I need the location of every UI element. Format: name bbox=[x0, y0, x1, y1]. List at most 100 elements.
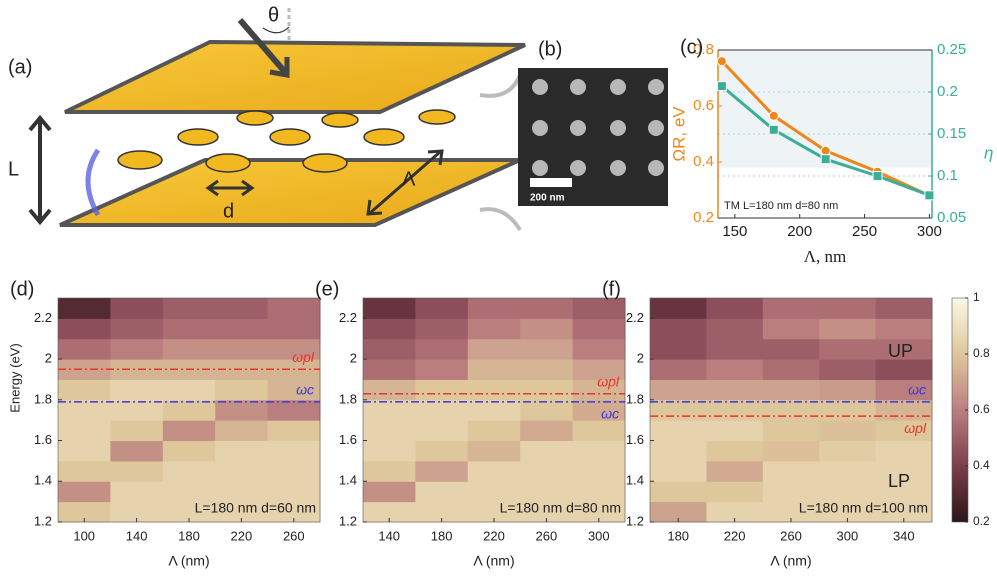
heatmap-cell bbox=[467, 338, 521, 360]
heatmap-cell bbox=[215, 298, 269, 319]
heatmap-cell bbox=[110, 420, 164, 442]
heatmap-cell bbox=[572, 338, 626, 360]
heatmap-cell bbox=[762, 338, 820, 360]
heatmap-cell bbox=[875, 359, 933, 380]
heatmap-cell bbox=[762, 460, 820, 482]
heatmap-cell bbox=[762, 379, 820, 401]
heatmap-cell bbox=[572, 359, 626, 380]
reference-line-label: ωpl bbox=[597, 373, 620, 389]
heatmap-cell bbox=[110, 338, 164, 360]
heatmap-cell bbox=[467, 379, 521, 401]
heatmap-cell bbox=[415, 440, 469, 462]
heatmap-cell bbox=[520, 399, 574, 421]
heatmap-cell bbox=[363, 399, 416, 421]
heatmap-cell bbox=[110, 501, 164, 523]
heatmap-cell bbox=[762, 399, 820, 421]
heatmap-cell bbox=[267, 298, 321, 319]
heatmap-cell bbox=[58, 501, 111, 523]
y-tick-label: 2 bbox=[637, 351, 644, 366]
annotation: L=180 nm d=60 nm bbox=[195, 500, 316, 516]
reference-line-label: ωpl bbox=[904, 420, 927, 436]
heatmap-cell bbox=[706, 420, 764, 442]
heatmap-cell bbox=[58, 460, 111, 482]
heatmap-cell bbox=[110, 298, 164, 319]
heatmap-cell bbox=[650, 399, 707, 421]
y-tick-label: 1.4 bbox=[339, 473, 357, 488]
heatmap-cell bbox=[58, 440, 111, 462]
period-label: Λ bbox=[402, 168, 416, 190]
heatmap-cell bbox=[819, 338, 877, 360]
gap-label: L bbox=[8, 158, 19, 180]
heatmap-cell bbox=[706, 379, 764, 401]
heatmap-cell bbox=[267, 318, 321, 340]
colorbar-tick-label: 0.2 bbox=[973, 514, 990, 528]
y-tick-label: 1.8 bbox=[34, 391, 52, 406]
heatmap-cell bbox=[415, 298, 469, 319]
heatmap-cell bbox=[162, 318, 216, 340]
heatmap-cell bbox=[762, 298, 820, 319]
panel-label: (f) bbox=[602, 278, 621, 300]
heatmap-cell bbox=[520, 420, 574, 442]
heatmap-cell bbox=[875, 399, 933, 421]
lower-polariton-label: LP bbox=[888, 471, 910, 491]
heatmap-cell bbox=[762, 501, 820, 523]
heatmap-cell bbox=[650, 298, 707, 319]
heatmap-cell bbox=[819, 379, 877, 401]
y-tick-label: 1.8 bbox=[626, 391, 644, 406]
heatmap-cell bbox=[572, 460, 626, 482]
heatmap-cell bbox=[650, 318, 707, 340]
y-tick-label: 2.2 bbox=[626, 310, 644, 325]
heatmap-cell bbox=[363, 338, 416, 360]
heatmap-cell bbox=[762, 359, 820, 380]
heatmap-cell bbox=[162, 420, 216, 442]
panel-label: (b) bbox=[538, 38, 562, 60]
diameter-label: d bbox=[223, 200, 234, 222]
annotation: L=180 nm d=100 nm bbox=[799, 500, 928, 516]
heatmap-cell bbox=[467, 440, 521, 462]
heatmap-cell bbox=[162, 481, 216, 503]
heatmap-cell bbox=[467, 399, 521, 421]
heatmap-cell bbox=[875, 318, 933, 340]
reference-line-label: ωc bbox=[908, 382, 926, 398]
marker bbox=[716, 81, 727, 92]
reference-line-label: ωc bbox=[601, 406, 619, 422]
x-tick-label: 180 bbox=[431, 528, 453, 543]
heatmap-cell bbox=[819, 399, 877, 421]
marker bbox=[820, 154, 831, 165]
heatmap-cell bbox=[650, 460, 707, 482]
heatmap-cell bbox=[875, 440, 933, 462]
heatmap-cell bbox=[650, 379, 707, 401]
heatmap-cell bbox=[650, 481, 707, 503]
heatmap-cell bbox=[110, 460, 164, 482]
heatmap-cell bbox=[520, 460, 574, 482]
heatmap-cell bbox=[415, 359, 469, 380]
heatmap-cell bbox=[162, 379, 216, 401]
heatmap-cell bbox=[875, 379, 933, 401]
heatmap-cell bbox=[215, 501, 269, 523]
heatmap-cell bbox=[215, 440, 269, 462]
heatmap-cell bbox=[215, 379, 269, 401]
x-tick-label: 220 bbox=[231, 528, 253, 543]
heatmap-cell bbox=[415, 318, 469, 340]
heatmap-cell bbox=[706, 298, 764, 319]
heatmap-cell bbox=[819, 359, 877, 380]
x-tick-label: 340 bbox=[893, 528, 915, 543]
heatmap-cell bbox=[215, 338, 269, 360]
y-tick-label: 1.2 bbox=[339, 513, 357, 528]
heatmap-cell bbox=[415, 379, 469, 401]
heatmap-cell bbox=[762, 440, 820, 462]
heatmap-cell bbox=[162, 440, 216, 462]
heatmap-cell bbox=[267, 399, 321, 421]
heatmap-cell bbox=[415, 420, 469, 442]
heatmap-cell bbox=[706, 460, 764, 482]
panel-label: (e) bbox=[315, 278, 339, 300]
heatmap-cell bbox=[819, 440, 877, 462]
heatmap-cell bbox=[110, 318, 164, 340]
heatmap-cell bbox=[58, 379, 111, 401]
heatmap-cell bbox=[110, 359, 164, 380]
panel-label: (c) bbox=[680, 36, 703, 58]
heatmap-cell bbox=[520, 481, 574, 503]
heatmap-cell bbox=[267, 481, 321, 503]
heatmap-cell bbox=[467, 481, 521, 503]
